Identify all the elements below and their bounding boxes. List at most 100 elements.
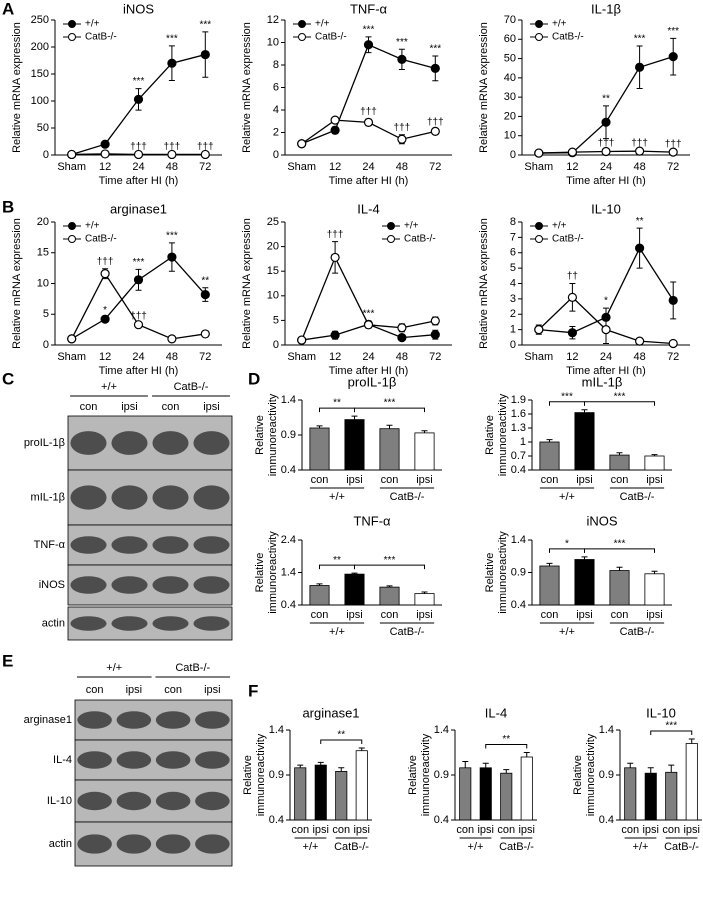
y-tick-label: 200 bbox=[31, 41, 49, 53]
significance-label: ††† bbox=[598, 138, 615, 149]
x-tick-label: 72 bbox=[429, 161, 441, 173]
bar bbox=[685, 743, 698, 821]
point bbox=[397, 323, 407, 333]
x-tick-label: Sham bbox=[57, 161, 86, 173]
bar bbox=[644, 772, 657, 821]
error-bar bbox=[616, 566, 623, 571]
blot-group-label: CatB-/- bbox=[174, 381, 209, 393]
blot-lane-label: ipsi bbox=[203, 401, 220, 413]
significance-label: *** bbox=[614, 539, 626, 550]
blot-band bbox=[77, 791, 112, 811]
blot-band bbox=[155, 791, 191, 811]
error-bar bbox=[581, 556, 588, 560]
bar bbox=[574, 412, 595, 471]
blot-band bbox=[70, 616, 107, 631]
x-tick-label: 12 bbox=[329, 351, 341, 363]
point bbox=[397, 134, 407, 144]
bar bbox=[309, 585, 330, 606]
significance-label: *** bbox=[429, 44, 441, 55]
y-tick-label: 0 bbox=[43, 149, 49, 161]
point bbox=[430, 330, 440, 340]
x-tick-label: ipsi bbox=[576, 474, 593, 486]
y-tick-label: 0.9 bbox=[599, 769, 614, 781]
significance-label: *** bbox=[384, 555, 396, 566]
blot-band-label: proIL-1β bbox=[24, 437, 65, 449]
y-tick-label: 20 bbox=[267, 241, 279, 253]
point bbox=[100, 269, 110, 279]
point bbox=[397, 54, 407, 64]
legend-label: CatB-/- bbox=[404, 234, 436, 245]
bar bbox=[379, 428, 400, 471]
y-tick-label: 4 bbox=[510, 277, 516, 289]
significance-label: *** bbox=[561, 391, 573, 402]
x-tick-label: con bbox=[381, 609, 399, 621]
y-tick-label: 3 bbox=[510, 293, 516, 305]
error-bar bbox=[482, 762, 489, 768]
legend-marker bbox=[68, 222, 76, 230]
point bbox=[567, 328, 578, 338]
y-tick-label: 0 bbox=[510, 149, 516, 161]
blot-band bbox=[155, 751, 191, 769]
group-label: CatB-/- bbox=[334, 841, 369, 853]
x-tick-label: con bbox=[456, 824, 474, 836]
x-axis-label: Time after HI (h) bbox=[99, 175, 179, 187]
y-tick-label: 0.4 bbox=[434, 814, 449, 826]
x-tick-label: con bbox=[621, 824, 639, 836]
group-label: CatB-/- bbox=[390, 491, 425, 503]
x-tick-label: 12 bbox=[99, 351, 111, 363]
y-axis-label: Relative bbox=[484, 553, 496, 593]
legend-label: +/+ bbox=[404, 221, 419, 232]
y-tick-label: 1.4 bbox=[599, 724, 614, 736]
bar bbox=[624, 767, 637, 821]
y-axis-label: immunoreactivity bbox=[420, 733, 432, 816]
bar bbox=[379, 586, 400, 606]
y-tick-label: 0.4 bbox=[281, 599, 296, 611]
blot-band bbox=[116, 751, 152, 769]
y-tick-label: 150 bbox=[31, 68, 49, 80]
y-axis-label: Relative bbox=[242, 755, 254, 795]
point bbox=[100, 314, 110, 324]
y-tick-label: 2.4 bbox=[281, 534, 296, 546]
blot-band bbox=[111, 536, 148, 554]
significance-label: ** bbox=[602, 93, 610, 104]
blot-band bbox=[70, 576, 107, 594]
y-tick-label: 15 bbox=[267, 265, 279, 277]
bar bbox=[294, 767, 307, 821]
bar bbox=[344, 419, 365, 471]
x-tick-label: ipsi bbox=[518, 824, 535, 836]
significance-label: ††† bbox=[360, 107, 377, 118]
y-tick-label: 6 bbox=[510, 247, 516, 259]
group-label: +/+ bbox=[559, 626, 575, 638]
y-tick-label: 6 bbox=[273, 81, 279, 93]
point bbox=[363, 320, 374, 330]
y-tick-label: 0.9 bbox=[511, 566, 526, 578]
error-bar bbox=[297, 764, 304, 768]
significance-label: ††† bbox=[130, 311, 147, 322]
point bbox=[133, 94, 144, 104]
point bbox=[133, 320, 144, 330]
chart-title: iNOS bbox=[123, 1, 154, 16]
point bbox=[200, 149, 210, 160]
x-axis-label: Time after HI (h) bbox=[329, 175, 409, 187]
group-label: CatB-/- bbox=[620, 491, 655, 503]
blot-group-label: +/+ bbox=[106, 662, 122, 674]
blot-band-label: iNOS bbox=[39, 579, 65, 591]
significance-label: *** bbox=[166, 231, 178, 242]
blot-lane-label: con bbox=[80, 401, 98, 413]
point bbox=[200, 289, 210, 300]
legend-marker bbox=[298, 33, 306, 41]
significance-label: ††† bbox=[97, 256, 114, 267]
y-tick-label: 1.4 bbox=[281, 566, 296, 578]
point bbox=[100, 149, 110, 159]
y-tick-label: 0.4 bbox=[599, 814, 614, 826]
blot-band bbox=[195, 791, 230, 811]
error-bar bbox=[351, 415, 358, 420]
blot-band bbox=[152, 485, 189, 510]
bar bbox=[414, 432, 435, 471]
point bbox=[67, 149, 77, 160]
x-tick-label: 24 bbox=[362, 161, 374, 173]
legend-label: CatB-/- bbox=[85, 32, 117, 43]
blot-band bbox=[70, 431, 107, 455]
x-tick-label: Sham bbox=[287, 351, 316, 363]
y-tick-label: 8 bbox=[510, 216, 516, 228]
